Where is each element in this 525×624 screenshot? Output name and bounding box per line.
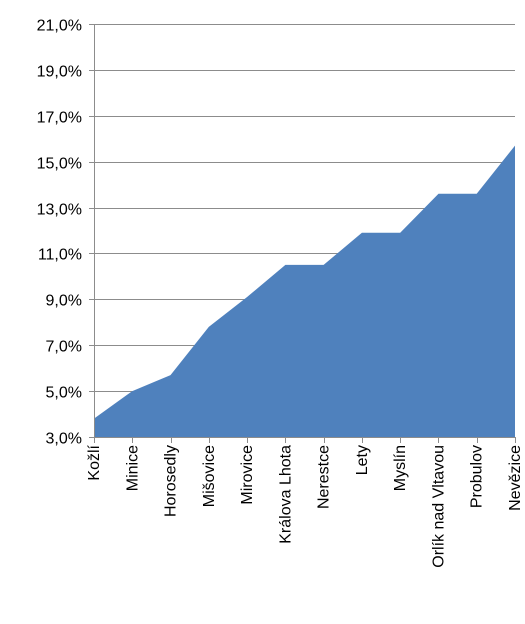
- x-tick-label: Králova Lhota: [277, 445, 294, 544]
- x-tick-label: Myslín: [392, 445, 409, 491]
- x-tick-label: Horosedly: [163, 445, 180, 517]
- y-tick-label: 7,0%: [46, 339, 82, 356]
- y-tick-label: 17,0%: [37, 110, 82, 127]
- x-tick-label: Minice: [124, 445, 141, 491]
- y-tick-label: 15,0%: [37, 156, 82, 173]
- y-tick-label: 21,0%: [37, 18, 82, 35]
- x-tick-label: Probulov: [469, 445, 486, 508]
- x-tick-label: Kožlí: [86, 444, 103, 480]
- x-tick-label: Orlík nad Vltavou: [430, 445, 447, 568]
- y-tick-label: 19,0%: [37, 64, 82, 81]
- y-tick-label: 3,0%: [46, 431, 82, 448]
- x-tick-label: Nevězice: [507, 445, 524, 511]
- x-tick-label: Nerestce: [316, 445, 333, 509]
- x-tick-label: Lety: [354, 445, 371, 475]
- axes: [89, 24, 516, 443]
- x-tick-label: Mišovice: [201, 445, 218, 507]
- gridlines: [94, 24, 515, 392]
- y-tick-label: 11,0%: [38, 247, 82, 264]
- area-series: [94, 145, 515, 437]
- y-tick-label: 5,0%: [46, 385, 82, 402]
- y-tick-label: 9,0%: [46, 293, 82, 310]
- y-axis-tick-labels: 3,0% 5,0% 7,0% 9,0% 11,0% 13,0% 15,0% 17,0% 19,0…: [37, 18, 82, 448]
- y-tick-label: 13,0%: [37, 202, 82, 219]
- area-series-fill: [94, 145, 515, 437]
- x-tick-label: Mirovice: [239, 445, 256, 505]
- x-axis-tick-labels: Kožlí Minice Horosedly Mišovice Mirovice Král…: [86, 444, 524, 567]
